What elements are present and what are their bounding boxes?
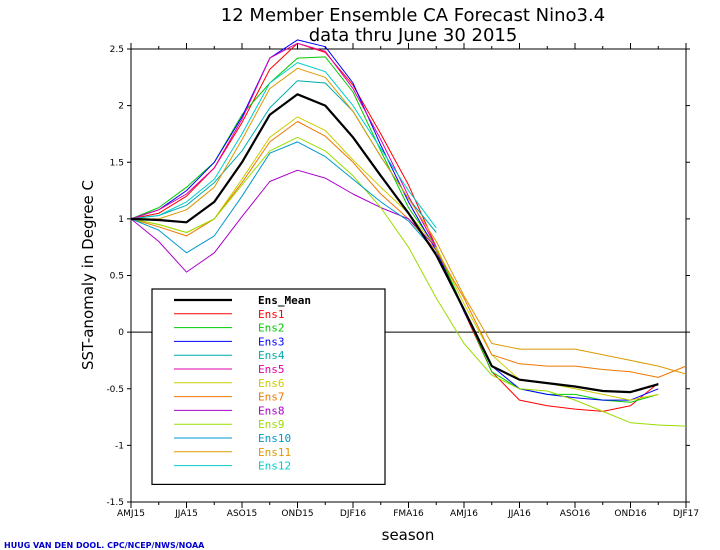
legend-label: Ens_Mean — [258, 294, 311, 307]
x-tick-label: ASO15 — [227, 509, 257, 519]
series-line-ens3 — [130, 39, 659, 401]
chart-subtitle: data thru June 30 2015 — [309, 25, 518, 46]
credit-text: HUUG VAN DEN DOOL. CPC/NCEP/NWS/NOAA — [4, 541, 205, 550]
x-tick-label: AMJ15 — [117, 509, 145, 519]
x-tick-label: JJA15 — [174, 509, 198, 519]
series-line-ens9 — [130, 136, 687, 427]
y-axis-title: SST-anomaly in Degree C — [79, 180, 97, 370]
legend-label: Ens9 — [258, 418, 285, 431]
y-tick-label: 0 — [118, 328, 124, 338]
x-axis-title: season — [382, 526, 435, 544]
x-tick-label: JJA16 — [507, 509, 531, 519]
series-line-ens8 — [130, 169, 437, 273]
y-tick-label: -0.5 — [106, 385, 124, 395]
legend-label: Ens8 — [258, 404, 285, 417]
x-tick-label: ASO16 — [560, 509, 591, 519]
series-line-ens11 — [131, 67, 687, 375]
y-tick-label: 0.5 — [110, 272, 124, 282]
series-line-ens10 — [130, 141, 437, 254]
y-tick-label: 1.5 — [110, 158, 124, 168]
legend-label: Ens12 — [258, 460, 291, 473]
series-line-ens5 — [130, 42, 437, 248]
legend-label: Ens5 — [258, 363, 285, 376]
series-line-ens-mean — [435, 254, 659, 394]
x-tick-label: DJF17 — [673, 509, 699, 519]
legend-label: Ens6 — [258, 377, 285, 390]
x-tick-label: OND15 — [281, 509, 313, 519]
x-tick-label: OND16 — [614, 509, 646, 519]
series-line-ens-mean — [130, 93, 438, 256]
legend-label: Ens3 — [258, 335, 285, 348]
legend-label: Ens4 — [258, 349, 285, 362]
y-tick-label: -1.5 — [106, 498, 124, 508]
x-tick-label: FMA16 — [393, 509, 424, 519]
y-tick-label: -1 — [115, 441, 124, 451]
legend-label: Ens7 — [258, 391, 285, 404]
legend-label: Ens2 — [258, 322, 285, 335]
legend-label: Ens10 — [258, 432, 291, 445]
plot-area: -1.5 -1 -0.5 0 0.5 1 1.5 2 2.5 AMJ15 JJA15 ASO15 OND… — [106, 39, 699, 519]
legend-label: Ens11 — [258, 446, 291, 459]
chart-title: 12 Member Ensemble CA Forecast Nino3.4 — [221, 5, 605, 26]
series-line-ens12 — [130, 62, 437, 229]
x-tick-label: AMJ16 — [450, 509, 478, 519]
y-tick-label: 2.5 — [110, 45, 124, 55]
legend-label: Ens1 — [258, 308, 285, 321]
y-tick-label: 1 — [118, 215, 124, 225]
x-tick-label: DJF16 — [340, 509, 366, 519]
legend: Ens_MeanEns1Ens2Ens3Ens4Ens5Ens6Ens7Ens8… — [151, 288, 386, 485]
y-tick-label: 2 — [118, 102, 124, 112]
